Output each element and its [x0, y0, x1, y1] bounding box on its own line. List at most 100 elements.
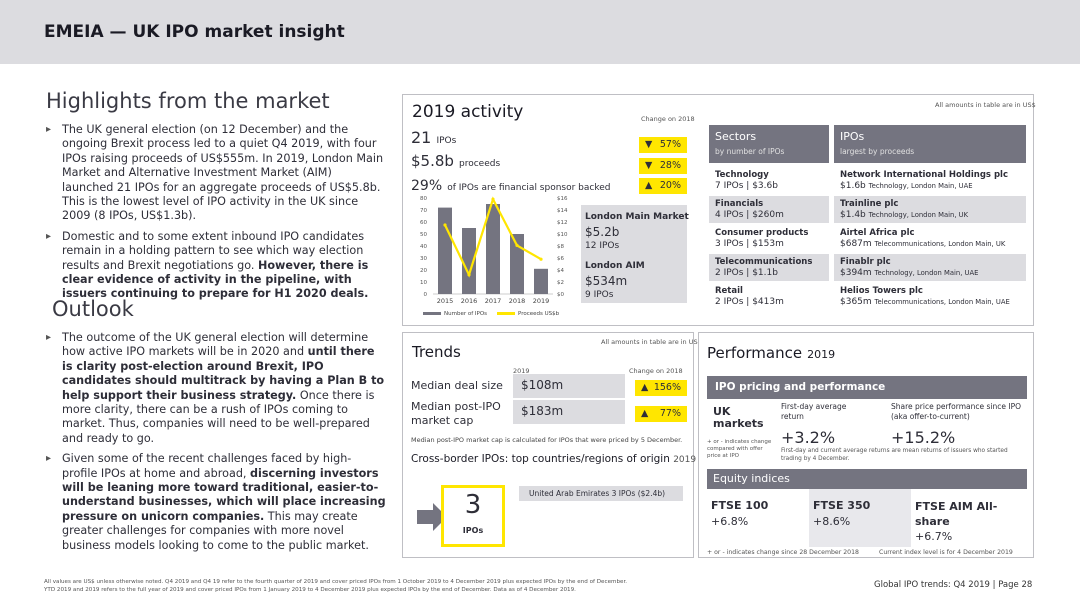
median-cap-change: ▲ 77%	[635, 406, 687, 422]
up-arrow-icon: ▲	[641, 382, 649, 393]
stat-proceeds: $5.8b proceeds	[411, 151, 500, 170]
ipo-item: Airtel Africa plc $687m Telecommunicatio…	[834, 225, 1026, 252]
down-arrow-icon: ▼	[645, 160, 653, 171]
ipo-detail: $394m Technology, London Main, UAE	[840, 268, 978, 278]
ipos-header: IPOs largest by proceeds	[834, 125, 1026, 163]
sector-name: Retail	[715, 286, 743, 296]
ipos-title: IPOs	[840, 130, 865, 143]
y-tick-right: $14	[557, 208, 568, 214]
stat-sponsor-change: ▲ 20%	[639, 178, 687, 194]
point-proceeds-2016	[467, 273, 471, 277]
ipo-amount: $687m	[840, 239, 872, 249]
ipo-detail: $1.4b Technology, London Main, UK	[840, 210, 968, 220]
ipo-detail-text: Technology, London Main, UAE	[868, 182, 973, 190]
trends-panel: Trends All amounts in table are in US$ 2…	[402, 332, 702, 558]
stat-ipos: 21 IPOs	[411, 128, 456, 147]
x-tick-label: 2017	[485, 297, 502, 305]
ipo-name: Network International Holdings plc	[840, 170, 1008, 180]
ipo-name: Helios Towers plc	[840, 286, 923, 296]
cross-country-text: United Arab Emirates 3 IPOs ($2.4b)	[529, 489, 666, 498]
exchange-box: London Main Market $5.2b 12 IPOs London …	[581, 205, 689, 303]
trends-footnote: Median post-IPO market cap is calculated…	[411, 436, 683, 444]
main-market-title: London Main Market	[585, 212, 689, 222]
bullet-tail-text: Once there is more clarity, there can be…	[62, 388, 375, 445]
ipo-detail: $1.6b Technology, London Main, UAE	[840, 181, 973, 191]
sector-name: Consumer products	[715, 228, 809, 238]
bullet-text: Given some of the recent challenges face…	[62, 452, 352, 480]
performance-title-text: Performance	[707, 344, 803, 362]
trends-note: All amounts in table are in US$	[601, 338, 702, 346]
performance-year: 2019	[807, 348, 836, 361]
activity-title: 2019 activity	[412, 102, 524, 122]
stat-value: 21	[411, 128, 432, 147]
bullet-bold-text: discerning investors will be leaning mor…	[62, 466, 386, 523]
index-value: +6.7%	[915, 530, 953, 543]
index-ftse350: FTSE 350 +8.6%	[809, 489, 911, 547]
first-day-value: +3.2%	[781, 428, 836, 447]
index-name: FTSE AIM All-share	[915, 500, 998, 528]
sector-detail: 2 IPOs | $413m	[715, 297, 784, 307]
equity-footnote-right: Current index level is for 4 December 20…	[879, 549, 1013, 556]
ipo-chart: 0 10 20 30 40 50 60 70 80 $0 $2 $4 $6 $8 $10 $12 $14 $16 2…	[420, 196, 568, 317]
sector-name: Technology	[715, 170, 769, 180]
main-market-ipos: 12 IPOs	[585, 241, 620, 251]
cross-count-box: 3 IPOs	[441, 485, 505, 547]
sector-detail: 2 IPOs | $1.1b	[715, 268, 778, 278]
bullet-text: The UK general election (on 12 December)…	[62, 123, 384, 223]
bullet-text: Domestic and to some extent inbound IPO …	[62, 229, 365, 272]
stat-sponsor: 29% of IPOs are financial sponsor backed	[411, 175, 611, 194]
sector-detail: 3 IPOs | $153m	[715, 239, 784, 249]
ipo-item: Network International Holdings plc $1.6b…	[834, 167, 1026, 194]
ipo-item: Finablr plc $394m Technology, London Mai…	[834, 254, 1026, 281]
y-tick-right: $10	[557, 232, 568, 238]
aim-title: London AIM	[585, 261, 645, 271]
bullet-text: The outcome of the UK general election w…	[62, 331, 369, 359]
bar-ipos-2015	[438, 207, 452, 294]
median-deal-box: $108m	[513, 374, 625, 398]
highlights-title: Highlights from the market	[46, 89, 330, 113]
highlights-list: The UK general election (on 12 December)…	[46, 123, 386, 308]
performance-panel: Performance 2019 IPO pricing and perform…	[698, 332, 1034, 558]
change-value: 57%	[659, 139, 681, 150]
returns-note: First-day and current average returns ar…	[781, 448, 1008, 462]
cross-border-title: Cross-border IPOs: top countries/regions…	[411, 453, 696, 465]
index-ftse100: FTSE 100 +6.8%	[707, 489, 809, 547]
ipo-amount: $394m	[840, 268, 872, 278]
ipo-detail-text: Telecommunications, London Main, UAE	[874, 298, 1010, 306]
equity-header: Equity indices	[707, 469, 1027, 489]
stat-value: $5.8b	[411, 152, 454, 170]
median-cap-label: Median post-IPO market cap	[411, 400, 501, 427]
y-tick-left: 40	[420, 244, 427, 250]
index-ftse-aim: FTSE AIM All-share +6.7%	[911, 489, 1027, 547]
change-value: 156%	[653, 382, 681, 393]
median-cap-value: $183m	[521, 404, 564, 418]
performance-title: Performance 2019	[707, 343, 835, 362]
sectors-subtitle: by number of IPOs	[715, 147, 785, 156]
ipo-amount: $1.6b	[840, 181, 866, 191]
point-proceeds-2018	[515, 243, 519, 247]
x-tick-label: 2016	[461, 297, 478, 305]
pricing-legend-note: + or - indicates change compared with of…	[707, 439, 772, 459]
change-value: 20%	[659, 180, 681, 191]
down-arrow-icon: ▼	[645, 139, 653, 150]
outlook-bullet-1: The outcome of the UK general election w…	[46, 331, 386, 446]
equity-title: Equity indices	[713, 472, 790, 485]
median-deal-change: ▲ 156%	[635, 380, 687, 396]
outlook-title: Outlook	[52, 297, 134, 321]
sector-item: Telecommunications 2 IPOs | $1.1b	[709, 254, 829, 281]
ipo-detail: $687m Telecommunications, London Main, U…	[840, 239, 1005, 249]
cross-country-bar: United Arab Emirates 3 IPOs ($2.4b)	[519, 486, 683, 501]
cross-title-text: Cross-border IPOs: top countries/regions…	[411, 453, 670, 465]
y-tick-left: 70	[420, 208, 427, 214]
y-tick-left: 30	[420, 256, 427, 262]
y-tick-left: 0	[424, 292, 428, 298]
ipo-detail-text: Telecommunications, London Main, UK	[874, 240, 1006, 248]
activity-panel: 2019 activity Change on 2018 All amounts…	[402, 94, 1036, 326]
stat-unit: of IPOs are financial sponsor backed	[447, 183, 611, 193]
first-day-label: First-day average return	[781, 402, 847, 421]
y-tick-right: $12	[557, 220, 568, 226]
y-tick-left: 80	[420, 196, 427, 202]
page-number: Global IPO trends: Q4 2019 | Page 28	[874, 580, 1033, 590]
sector-item: Consumer products 3 IPOs | $153m	[709, 225, 829, 252]
highlight-bullet-2: Domestic and to some extent inbound IPO …	[46, 230, 386, 302]
